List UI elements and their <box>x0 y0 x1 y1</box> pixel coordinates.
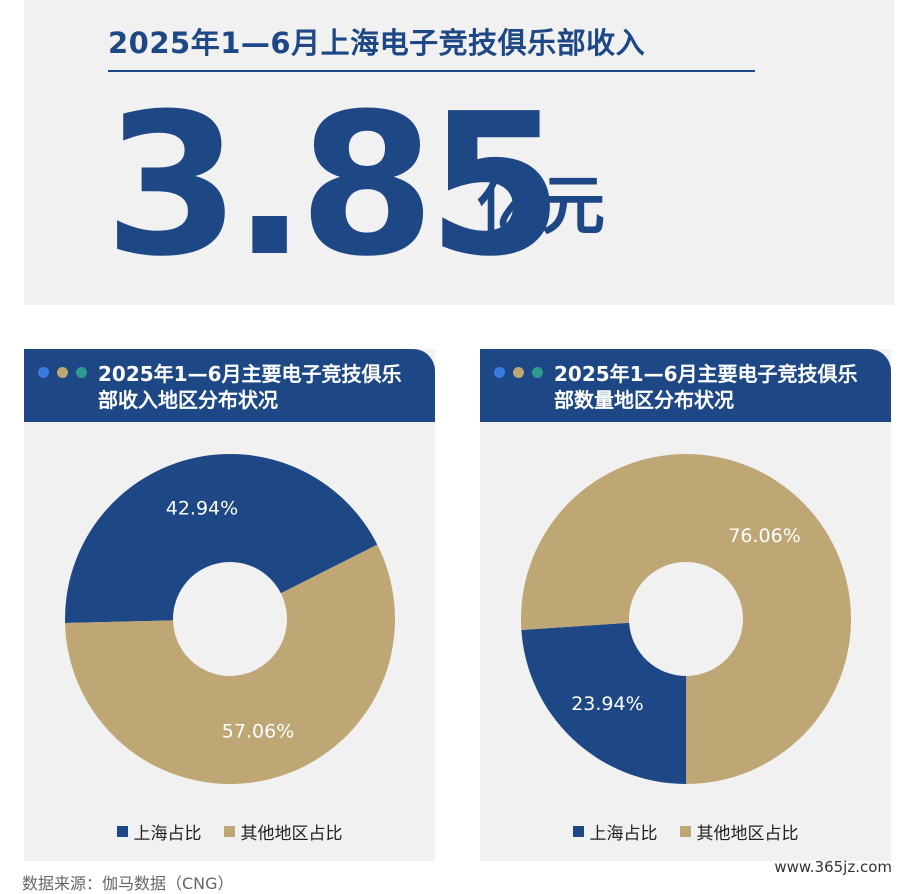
headline-panel: 2025年1—6月上海电子竞技俱乐部收入 3.85 亿元 <box>24 0 894 305</box>
club-count-donut-chart: 23.94% 76.06% <box>521 453 851 784</box>
legend-label: 其他地区占比 <box>696 824 799 844</box>
data-source-note: 数据来源：伽马数据（CNG） <box>22 874 234 893</box>
dot-tan-icon <box>513 367 524 378</box>
legend-swatch <box>116 826 128 837</box>
chart-legend: 上海占比 其他地区占比 <box>24 819 435 844</box>
donut-slice-1 <box>65 544 395 784</box>
legend-swatch <box>679 826 691 837</box>
chart-title-line2: 部数量地区分布状况 <box>554 388 734 412</box>
headline-value: 3.85 <box>104 72 564 300</box>
club-count-distribution-card: 2025年1—6月主要电子竞技俱乐 部数量地区分布状况 23.94% 76.06%… <box>480 349 891 861</box>
header-dots <box>494 367 543 378</box>
dot-blue-icon <box>38 367 49 378</box>
chart-title-line2: 部收入地区分布状况 <box>98 388 278 412</box>
headline-unit: 亿元 <box>477 170 605 244</box>
legend-label: 其他地区占比 <box>240 824 343 844</box>
card-header: 2025年1—6月主要电子竞技俱乐 部数量地区分布状况 <box>480 349 891 422</box>
chart-title-line1: 2025年1—6月主要电子竞技俱乐 <box>554 362 858 386</box>
slice-data-label: 42.94% <box>166 497 238 519</box>
slice-data-label: 76.06% <box>728 525 800 547</box>
slice-data-label: 23.94% <box>571 693 643 715</box>
legend-swatch <box>223 826 235 837</box>
donut-slice-1 <box>521 453 851 784</box>
dot-blue-icon <box>494 367 505 378</box>
chart-title: 2025年1—6月主要电子竞技俱乐 部数量地区分布状况 <box>554 361 884 413</box>
legend-item-shanghai: 上海占比 <box>572 819 658 844</box>
dot-teal-icon <box>532 367 543 378</box>
donut-slice-0 <box>521 622 686 784</box>
legend-label: 上海占比 <box>133 824 202 844</box>
legend-swatch <box>572 826 584 837</box>
legend-item-other: 其他地区占比 <box>679 819 799 844</box>
header-dots <box>38 367 87 378</box>
legend-label: 上海占比 <box>589 824 658 844</box>
dot-teal-icon <box>76 367 87 378</box>
headline-title: 2025年1—6月上海电子竞技俱乐部收入 <box>108 26 646 60</box>
legend-item-shanghai: 上海占比 <box>116 819 202 844</box>
dot-tan-icon <box>57 367 68 378</box>
legend-item-other: 其他地区占比 <box>223 819 343 844</box>
slice-data-label: 57.06% <box>222 721 294 743</box>
site-watermark: www.365jz.com <box>774 858 892 876</box>
revenue-donut-chart: 42.94% 57.06% <box>65 454 395 784</box>
chart-title-line1: 2025年1—6月主要电子竞技俱乐 <box>98 362 402 386</box>
revenue-distribution-card: 2025年1—6月主要电子竞技俱乐 部收入地区分布状况 42.94% 57.06%… <box>24 349 435 861</box>
card-header: 2025年1—6月主要电子竞技俱乐 部收入地区分布状况 <box>24 349 435 422</box>
donut-slice-0 <box>65 454 378 624</box>
headline-divider <box>108 70 755 72</box>
chart-legend: 上海占比 其他地区占比 <box>480 819 891 844</box>
chart-title: 2025年1—6月主要电子竞技俱乐 部收入地区分布状况 <box>98 361 428 413</box>
